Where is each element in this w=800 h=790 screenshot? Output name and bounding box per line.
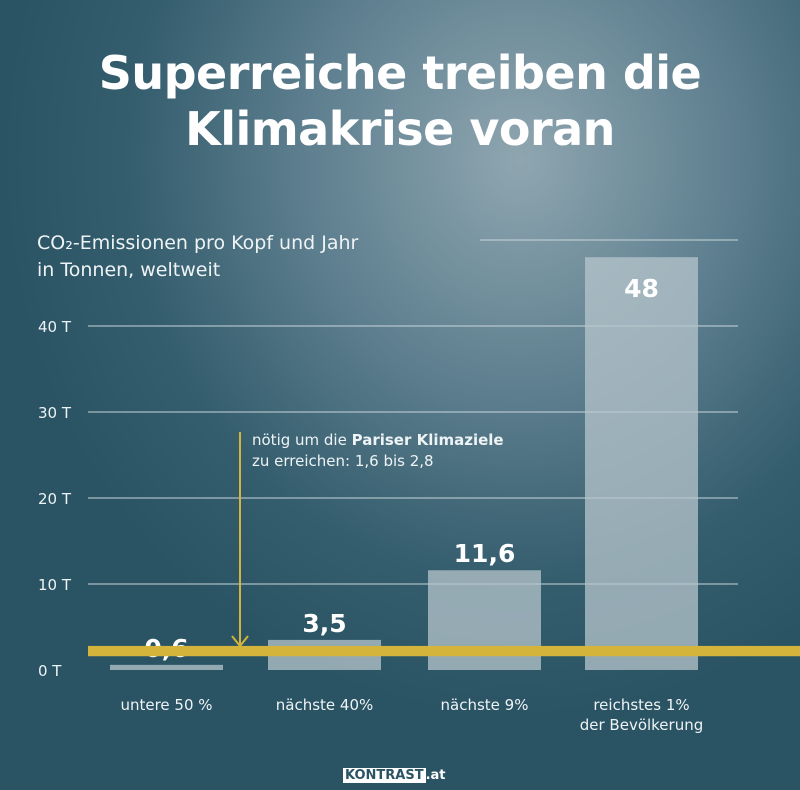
category-label: nächste 40%	[276, 696, 374, 714]
category-label: nächste 9%	[441, 696, 529, 714]
y-axis-label-line-2: in Tonnen, weltweit	[37, 259, 221, 281]
category-label: reichstes 1%	[593, 696, 689, 714]
note-range: zu erreichen: 1,6 bis 2,8	[252, 452, 434, 470]
page-title: Superreiche treiben die Klimakrise voran	[0, 45, 800, 157]
arrow-down-icon	[231, 635, 249, 648]
paris-target-band	[88, 645, 800, 657]
bar-value-label: 3,5	[302, 609, 346, 638]
bar-value-label: 48	[624, 274, 659, 303]
y-tick-label: 30 T	[38, 404, 72, 422]
y-tick-label: 10 T	[38, 576, 72, 594]
y-tick-label: 40 T	[38, 318, 72, 336]
category-label: untere 50 %	[120, 696, 212, 714]
kontrast-logo: KONTRAST .at	[343, 768, 446, 783]
note-text: nötig um die	[252, 431, 352, 449]
title-line-1: Superreiche treiben die	[98, 46, 702, 100]
y-tick-label: 20 T	[38, 490, 72, 508]
y-axis-label: CO₂-Emissionen pro Kopf und Jahr in Tonn…	[37, 230, 358, 284]
y-tick-label: 0 T	[38, 662, 62, 680]
logo-main: KONTRAST	[343, 768, 426, 783]
bar	[110, 664, 223, 670]
category-label: der Bevölkerung	[580, 716, 704, 734]
bar-value-label: 11,6	[454, 539, 516, 568]
paris-target-note: nötig um die Pariser Klimaziele zu errei…	[252, 430, 504, 472]
note-bold: Pariser Klimaziele	[351, 431, 504, 449]
bar	[585, 257, 698, 670]
title-line-2: Klimakrise voran	[185, 102, 615, 156]
logo-suffix: .at	[425, 768, 446, 783]
y-axis-label-line-1: CO₂-Emissionen pro Kopf und Jahr	[37, 232, 359, 254]
